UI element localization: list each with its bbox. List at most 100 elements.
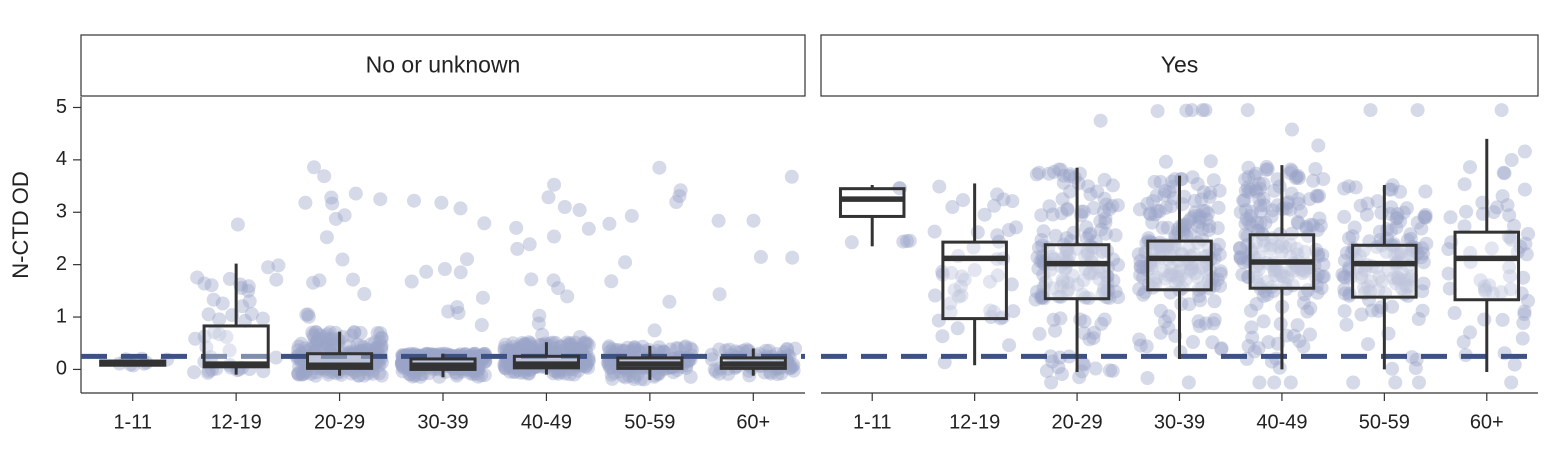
data-point (1100, 269, 1114, 284)
data-point (307, 339, 322, 354)
data-point (523, 336, 538, 351)
data-point (1417, 209, 1432, 224)
data-point (1290, 247, 1305, 262)
data-point (1143, 207, 1158, 222)
data-point (1159, 239, 1174, 254)
data-point (1507, 218, 1521, 233)
data-point (1394, 245, 1408, 259)
data-point (1076, 273, 1091, 288)
data-point (1100, 282, 1115, 297)
data-point (1096, 204, 1111, 219)
data-point (310, 334, 325, 349)
data-point (190, 270, 205, 285)
data-point (1289, 241, 1304, 256)
data-point (541, 190, 556, 205)
data-point (763, 366, 778, 381)
data-point (1191, 314, 1206, 329)
facet-title: No or unknown (366, 52, 521, 78)
data-point (510, 342, 525, 357)
data-point (1291, 192, 1306, 206)
data-point (497, 341, 512, 356)
data-point (1044, 249, 1059, 264)
data-point (1504, 153, 1519, 167)
data-point (562, 337, 577, 352)
data-point (551, 281, 566, 296)
data-point (1496, 165, 1511, 180)
data-point (1248, 182, 1263, 197)
data-point (578, 336, 592, 351)
data-point (1153, 325, 1168, 340)
data-point (1497, 166, 1512, 181)
data-point (1153, 235, 1168, 250)
data-point (1303, 301, 1318, 316)
data-point (1134, 260, 1148, 275)
data-point (1191, 215, 1206, 230)
data-point (1053, 311, 1068, 326)
facet-strip (820, 34, 1539, 97)
data-point (1403, 227, 1418, 242)
data-point (328, 211, 343, 226)
data-point (255, 311, 270, 326)
data-point (1457, 177, 1472, 192)
data-point (548, 341, 563, 356)
data-point (1095, 245, 1110, 260)
data-point (1402, 279, 1417, 294)
data-point (1253, 181, 1268, 196)
data-point (770, 367, 785, 382)
data-point (707, 362, 722, 377)
data-point (1054, 279, 1069, 294)
data-point (1457, 219, 1472, 234)
data-point (1403, 231, 1418, 246)
data-point (1385, 361, 1400, 376)
data-point (1272, 239, 1286, 254)
data-point (1409, 352, 1424, 367)
data-point (1171, 272, 1186, 287)
data-point (1264, 238, 1279, 252)
data-point (1456, 335, 1471, 349)
data-point (1094, 222, 1109, 237)
data-point (301, 309, 316, 324)
data-point (1098, 226, 1113, 241)
data-point (1517, 307, 1532, 322)
data-point (1243, 209, 1258, 223)
data-point (1148, 273, 1163, 288)
data-point (509, 342, 524, 356)
data-point (683, 369, 698, 384)
data-point (372, 366, 387, 381)
x-tick-label: 60+ (736, 411, 770, 433)
data-point (1335, 267, 1350, 282)
data-point (1090, 184, 1105, 199)
data-point (1337, 286, 1352, 301)
x-tick-label: 60+ (1470, 411, 1504, 433)
data-point (1348, 180, 1363, 195)
data-point (1276, 269, 1291, 284)
data-point (207, 325, 222, 340)
data-point (1391, 273, 1406, 288)
box-50-59 (1351, 185, 1418, 370)
data-point (1178, 217, 1193, 232)
data-point (1365, 303, 1380, 318)
data-point (1214, 341, 1229, 356)
data-point (572, 330, 587, 344)
data-point (1267, 263, 1282, 278)
data-point (1105, 199, 1120, 213)
data-point (1195, 260, 1210, 275)
data-point (1059, 231, 1074, 246)
data-point (1233, 251, 1248, 266)
data-point (1055, 192, 1070, 207)
data-point (372, 358, 387, 373)
data-point (296, 366, 311, 381)
data-point (1162, 184, 1177, 199)
data-point (1370, 194, 1385, 209)
data-point (309, 325, 324, 340)
data-point (1352, 248, 1367, 263)
y-tick-label: 3 (56, 201, 67, 223)
data-point (413, 369, 428, 384)
data-point (525, 340, 540, 355)
data-point (581, 360, 596, 375)
data-point (983, 303, 998, 318)
data-point (1314, 281, 1329, 295)
data-point (374, 342, 389, 357)
data-point (1152, 204, 1167, 219)
data-point (1463, 160, 1477, 175)
